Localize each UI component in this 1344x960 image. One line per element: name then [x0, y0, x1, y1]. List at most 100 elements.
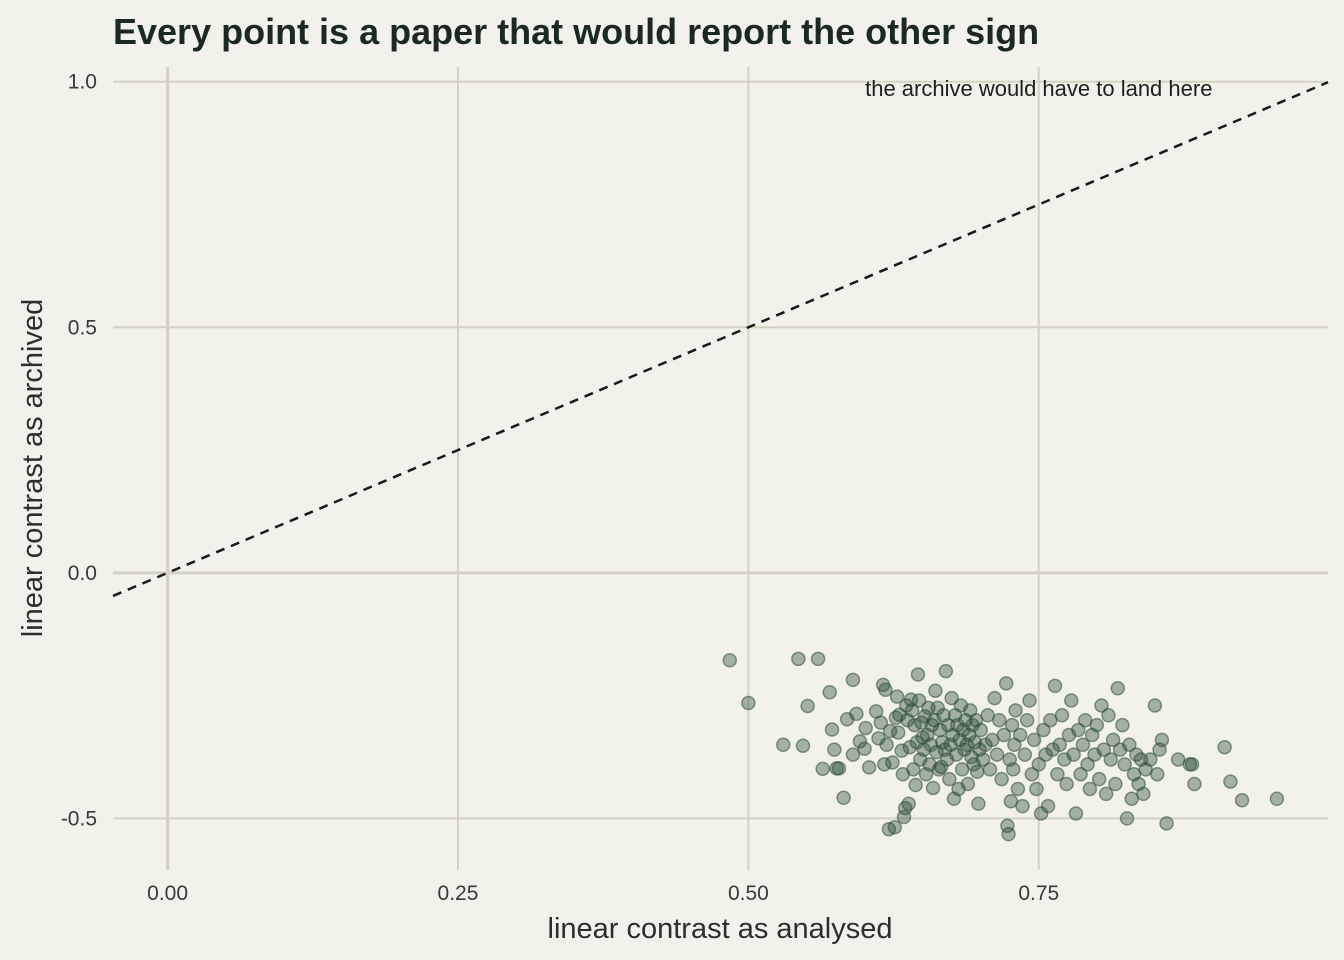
data-point — [1001, 826, 1016, 842]
y-tick-label: -0.5 — [61, 807, 97, 830]
data-point — [1004, 717, 1020, 733]
data-point — [1080, 757, 1095, 772]
data-point — [1022, 693, 1037, 708]
data-point — [925, 780, 941, 796]
data-point — [906, 762, 921, 777]
data-point — [1184, 757, 1200, 772]
data-point — [845, 672, 861, 688]
data-point — [1110, 681, 1126, 696]
x-tick-label: 0.75 — [1018, 882, 1059, 905]
data-point — [992, 712, 1007, 728]
x-axis-label: linear contrast as analysed — [548, 913, 893, 945]
data-point — [1017, 747, 1033, 762]
data-point — [1096, 742, 1112, 757]
data-point — [1019, 712, 1035, 728]
data-point — [1068, 806, 1084, 821]
data-point — [1143, 752, 1158, 767]
data-point — [1064, 693, 1079, 708]
data-point — [1223, 774, 1238, 789]
x-axis-ticks: 0.00 0.25 0.50 0.75 — [147, 882, 1059, 905]
data-point — [822, 684, 837, 700]
data-point — [857, 741, 872, 756]
data-point — [1108, 776, 1123, 792]
data-point — [775, 737, 791, 753]
data-point — [836, 790, 851, 806]
data-point — [1047, 678, 1063, 694]
data-point — [1154, 732, 1170, 748]
data-point — [1217, 739, 1232, 755]
data-point — [911, 693, 927, 708]
data-point — [1149, 766, 1165, 782]
reference-line-group — [112, 81, 1329, 598]
chart-title: Every point is a paper that would report… — [113, 11, 1039, 52]
data-point — [889, 689, 905, 704]
data-point — [824, 722, 840, 737]
data-point — [1075, 737, 1091, 753]
data-point — [1026, 732, 1042, 748]
data-point — [741, 695, 756, 711]
data-point — [1103, 752, 1119, 767]
data-point — [1147, 698, 1163, 713]
data-point — [815, 761, 830, 777]
reference-line — [112, 81, 1329, 598]
data-point — [873, 715, 889, 730]
data-point — [1082, 781, 1098, 797]
data-point — [908, 777, 923, 793]
data-point — [852, 734, 868, 749]
data-point — [996, 727, 1012, 743]
data-point — [1010, 781, 1026, 797]
data-point — [1054, 708, 1070, 723]
data-point — [960, 776, 976, 792]
data-point — [1122, 737, 1137, 753]
data-point — [1115, 717, 1130, 733]
data-point — [879, 737, 894, 753]
data-point — [1040, 798, 1056, 814]
data-point — [1136, 786, 1151, 802]
data-point — [849, 706, 864, 722]
data-point — [894, 743, 909, 758]
data-point — [1119, 811, 1135, 826]
data-point — [944, 690, 959, 706]
data-point — [1005, 762, 1021, 777]
x-tick-label: 0.50 — [728, 882, 769, 905]
data-points — [722, 651, 1285, 842]
annotation-text: the archive would have to land here — [865, 76, 1212, 101]
data-point — [1059, 776, 1074, 792]
data-point — [928, 683, 943, 698]
data-point — [1234, 793, 1250, 808]
y-tick-label: 1.0 — [68, 71, 97, 94]
data-point — [998, 676, 1014, 691]
data-point — [1031, 757, 1047, 772]
data-point — [1050, 766, 1065, 782]
data-point — [942, 771, 957, 787]
data-point — [910, 667, 926, 682]
data-point — [831, 761, 847, 776]
y-axis-ticks: -0.5 0.0 0.5 1.0 — [61, 71, 97, 831]
data-point — [1117, 757, 1132, 772]
data-point — [1066, 747, 1081, 762]
data-point — [969, 764, 985, 780]
data-point — [800, 698, 815, 714]
data-point — [949, 747, 964, 762]
data-point — [901, 796, 916, 811]
data-point — [722, 653, 738, 668]
data-point — [795, 738, 811, 753]
data-point — [1098, 786, 1114, 802]
y-axis-label: linear contrast as archived — [17, 299, 49, 638]
data-point — [1024, 766, 1040, 782]
data-point — [1029, 781, 1044, 797]
data-point — [1052, 737, 1067, 753]
data-point — [1187, 776, 1202, 792]
data-point — [975, 752, 991, 767]
y-tick-label: 0.5 — [68, 316, 97, 339]
data-point — [890, 725, 906, 740]
data-point — [1071, 722, 1086, 738]
data-point — [987, 690, 1002, 706]
data-point — [1101, 708, 1116, 723]
x-tick-label: 0.00 — [147, 882, 188, 905]
data-point — [810, 651, 826, 667]
data-point — [1015, 798, 1030, 814]
data-point — [858, 720, 873, 736]
data-point — [1105, 732, 1121, 748]
